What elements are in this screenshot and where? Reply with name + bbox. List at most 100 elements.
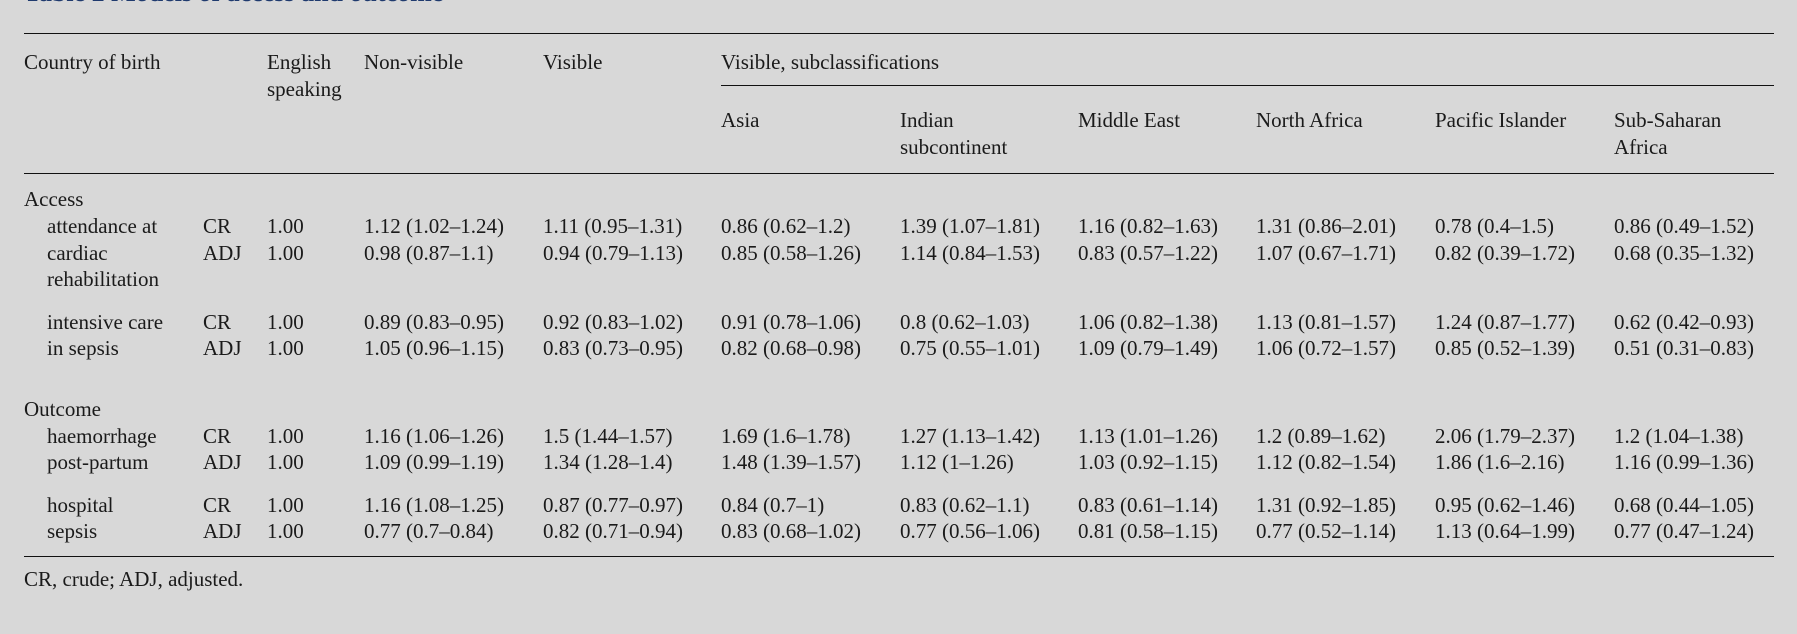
cell: 1.14 (0.84–1.53) — [900, 240, 1040, 265]
cell: 1.39 (1.07–1.81) — [900, 214, 1040, 238]
cell: 0.78 (0.4–1.5) — [1435, 214, 1554, 238]
cell: 0.86 (0.49–1.52) — [1614, 214, 1754, 238]
cell: 2.06 (1.79–2.37) — [1435, 423, 1575, 448]
rule — [24, 33, 1774, 34]
cell: 0.83 (0.61–1.14) — [1078, 492, 1218, 517]
table-title: Table 2 Models of access and outcome — [24, 0, 443, 8]
cell: 0.77 (0.47–1.24) — [1614, 519, 1754, 543]
rule — [24, 173, 1774, 174]
rule — [721, 85, 1774, 86]
cell: 1.06 (0.82–1.38) — [1078, 309, 1218, 334]
row-type: CR — [203, 492, 232, 517]
rule — [24, 556, 1774, 557]
cell: 1.11 (0.95–1.31) — [543, 214, 683, 238]
cell: 1.06 (0.72–1.57) — [1256, 336, 1396, 360]
cell: 0.62 (0.42–0.93) — [1614, 309, 1754, 334]
cell: 0.83 (0.57–1.22) — [1078, 240, 1218, 265]
cell: 1.09 (0.79–1.49) — [1078, 336, 1218, 360]
cell: 1.5 (1.44–1.57) — [543, 423, 673, 448]
cell: 0.75 (0.55–1.01) — [900, 336, 1040, 360]
sub-column-header: Middle East — [1078, 108, 1181, 132]
cell: 1.69 (1.6–1.78) — [721, 423, 851, 448]
row-label: rehabilitation — [47, 267, 159, 291]
column-header: Visible — [543, 50, 603, 74]
row-type: ADJ — [203, 240, 242, 265]
cell: 0.83 (0.62–1.1) — [900, 492, 1030, 517]
cell: 1.13 (0.64–1.99) — [1435, 519, 1575, 543]
cell: 0.92 (0.83–1.02) — [543, 309, 683, 334]
cell: 0.82 (0.71–0.94) — [543, 519, 683, 543]
cell: 0.68 (0.35–1.32) — [1614, 240, 1754, 265]
cell: 1.00 — [267, 519, 304, 543]
sub-column-header: North Africa — [1256, 108, 1363, 132]
column-header: English speaking — [267, 50, 342, 101]
column-header: Country of birth — [24, 50, 161, 74]
cell: 1.86 (1.6–2.16) — [1435, 450, 1565, 474]
row-label: post-partum — [47, 450, 149, 474]
cell: 0.77 (0.52–1.14) — [1256, 519, 1396, 543]
cell: 1.09 (0.99–1.19) — [364, 450, 504, 474]
cell: 1.00 — [267, 423, 304, 448]
sub-column-header: Asia — [721, 108, 760, 132]
cell: 0.81 (0.58–1.15) — [1078, 519, 1218, 543]
row-label: hospital — [47, 492, 114, 517]
row-type: CR — [203, 214, 232, 238]
cell: 1.2 (0.89–1.62) — [1256, 423, 1386, 448]
cell: 1.00 — [267, 240, 304, 265]
cell: 1.03 (0.92–1.15) — [1078, 450, 1218, 474]
cell: 1.16 (0.82–1.63) — [1078, 214, 1218, 238]
column-header: Visible, subclassifications — [721, 50, 940, 74]
column-header: Non-visible — [364, 50, 464, 74]
cell: 0.95 (0.62–1.46) — [1435, 492, 1575, 517]
cell: 0.83 (0.68–1.02) — [721, 519, 861, 543]
cell: 1.12 (1.02–1.24) — [364, 214, 504, 238]
cell: 1.31 (0.92–1.85) — [1256, 492, 1396, 517]
cell: 1.27 (1.13–1.42) — [900, 423, 1040, 448]
row-label: in sepsis — [47, 336, 119, 360]
section-header: Outcome — [24, 396, 101, 421]
cell: 0.84 (0.7–1) — [721, 492, 825, 517]
cell: 1.16 (1.06–1.26) — [364, 423, 504, 448]
cell: 0.82 (0.68–0.98) — [721, 336, 861, 360]
cell: 1.16 (0.99–1.36) — [1614, 450, 1754, 474]
cell: 0.85 (0.58–1.26) — [721, 240, 861, 265]
cell: 1.34 (1.28–1.4) — [543, 450, 673, 474]
row-type: CR — [203, 309, 232, 334]
row-type: ADJ — [203, 450, 242, 474]
cell: 0.77 (0.56–1.06) — [900, 519, 1040, 543]
cell: 1.12 (0.82–1.54) — [1256, 450, 1396, 474]
cell: 0.77 (0.7–0.84) — [364, 519, 494, 543]
row-label: attendance at — [47, 214, 158, 238]
cell: 0.8 (0.62–1.03) — [900, 309, 1030, 334]
cell: 0.91 (0.78–1.06) — [721, 309, 861, 334]
cell: 0.98 (0.87–1.1) — [364, 240, 494, 265]
cell: 0.83 (0.73–0.95) — [543, 336, 683, 360]
cell: 0.86 (0.62–1.2) — [721, 214, 851, 238]
cell: 1.07 (0.67–1.71) — [1256, 240, 1396, 265]
cell: 1.00 — [267, 309, 304, 334]
cell: 1.00 — [267, 450, 304, 474]
cell: 1.2 (1.04–1.38) — [1614, 423, 1744, 448]
cell: 0.89 (0.83–0.95) — [364, 309, 504, 334]
row-label: intensive care — [47, 309, 164, 334]
footnote: CR, crude; ADJ, adjusted. — [24, 567, 244, 591]
cell: 1.13 (1.01–1.26) — [1078, 423, 1218, 448]
row-type: CR — [203, 423, 232, 448]
row-type: ADJ — [203, 336, 242, 360]
cell: 1.00 — [267, 214, 304, 238]
cell: 1.00 — [267, 336, 304, 360]
cell: 0.87 (0.77–0.97) — [543, 492, 683, 517]
sub-column-header: Sub-Saharan Africa — [1614, 108, 1722, 159]
cell: 1.16 (1.08–1.25) — [364, 492, 504, 517]
sub-column-header: Indian subcontinent — [900, 108, 1008, 159]
row-type: ADJ — [203, 519, 242, 543]
cell: 0.94 (0.79–1.13) — [543, 240, 683, 265]
cell: 1.48 (1.39–1.57) — [721, 450, 861, 474]
row-label: haemorrhage — [47, 423, 157, 448]
cell: 1.00 — [267, 492, 304, 517]
cell: 1.24 (0.87–1.77) — [1435, 309, 1575, 334]
cell: 1.13 (0.81–1.57) — [1256, 309, 1396, 334]
cell: 0.85 (0.52–1.39) — [1435, 336, 1575, 360]
cell: 0.82 (0.39–1.72) — [1435, 240, 1575, 265]
